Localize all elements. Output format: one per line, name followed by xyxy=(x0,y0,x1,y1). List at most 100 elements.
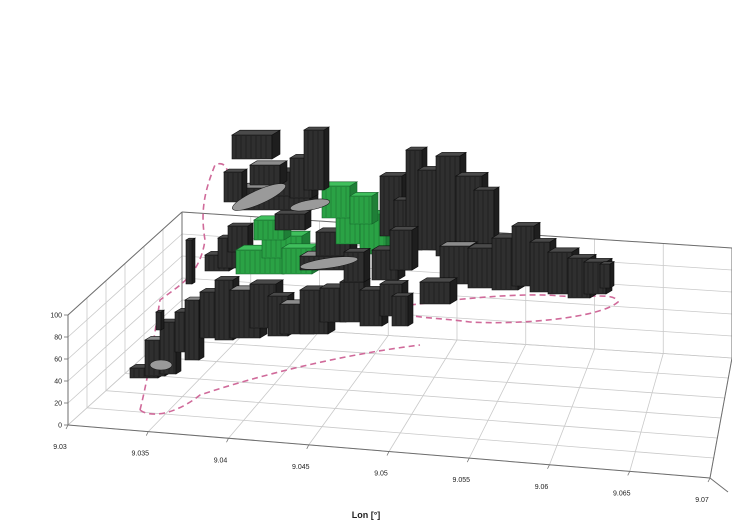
building-roof xyxy=(404,146,429,151)
building-roof xyxy=(378,280,410,285)
building-front-face xyxy=(274,213,306,231)
z-tick-label: 40 xyxy=(54,379,62,386)
building-side-face xyxy=(407,292,414,327)
x-tick xyxy=(707,477,711,483)
building-front-face xyxy=(419,281,451,305)
axis-labels: Lon [°] 0 20 40 60 80 100 9.03 9.035 9.04 9.045 9.… xyxy=(50,313,711,520)
building xyxy=(184,237,197,285)
axis-edge xyxy=(709,477,729,493)
x-tick xyxy=(226,438,229,443)
x-tick-label: 9.065 xyxy=(613,490,631,497)
floor-grid-line xyxy=(86,407,714,459)
building-front-face xyxy=(155,311,162,331)
x-tick-label: 9.07 xyxy=(695,497,709,504)
building-roof xyxy=(154,309,166,313)
axis-edge xyxy=(709,357,732,479)
x-tick-label: 9.04 xyxy=(214,457,228,464)
building-roof xyxy=(528,238,558,243)
x-tick xyxy=(145,431,149,436)
roof-plate xyxy=(299,256,359,270)
roof-plate xyxy=(232,183,286,211)
axes-grid xyxy=(67,211,732,493)
building-front-face xyxy=(349,195,373,225)
building xyxy=(302,126,331,191)
building-side-face xyxy=(449,277,458,305)
x-tick-label: 9.045 xyxy=(292,464,310,471)
building-roof xyxy=(248,279,285,285)
building xyxy=(273,209,313,231)
building-roof xyxy=(302,126,331,131)
x-tick xyxy=(386,451,390,456)
building-roof xyxy=(566,254,598,259)
highlighted-building xyxy=(348,191,380,225)
building-front-face xyxy=(529,241,551,293)
building-front-face xyxy=(389,229,413,271)
building-front-face xyxy=(185,239,193,285)
x-tick xyxy=(627,471,631,476)
buildings xyxy=(128,126,616,379)
building-front-face xyxy=(391,295,409,327)
building-roof xyxy=(184,237,197,241)
building-roof xyxy=(418,277,459,283)
building-roof xyxy=(248,160,289,166)
floor-grid-line xyxy=(105,390,718,439)
building-front-face xyxy=(249,164,281,186)
x-tick-label: 9.055 xyxy=(452,477,470,484)
x-tick-label: 9.05 xyxy=(374,471,388,478)
building-roof xyxy=(472,186,501,191)
building-front-face xyxy=(599,263,611,289)
floor-grid-line xyxy=(162,338,729,379)
x-tick-label: 9.03 xyxy=(53,444,67,451)
building-roof xyxy=(280,243,321,249)
building-side-face xyxy=(363,247,371,283)
building xyxy=(418,277,459,305)
building-side-face xyxy=(371,191,379,225)
building-roof xyxy=(222,168,249,173)
building xyxy=(230,129,282,160)
building-roof xyxy=(273,210,313,215)
building-roof xyxy=(546,247,581,253)
floor-grid-line xyxy=(143,355,725,399)
building-roof xyxy=(348,192,380,197)
building-roof xyxy=(226,222,255,227)
building xyxy=(598,261,616,289)
building-roof xyxy=(266,292,296,297)
building xyxy=(154,309,166,331)
roof-plate xyxy=(289,198,331,212)
z-tick-label: 0 xyxy=(58,423,62,430)
building-roof xyxy=(342,248,372,253)
building-roof xyxy=(510,222,542,227)
z-tick-label: 80 xyxy=(54,335,62,342)
building xyxy=(248,160,289,186)
building-roof xyxy=(230,129,282,136)
building xyxy=(390,292,415,327)
x-axis-label: Lon [°] xyxy=(352,510,381,520)
roof-plate xyxy=(149,359,173,371)
building-side-face xyxy=(323,126,330,191)
z-tick-label: 20 xyxy=(54,401,62,408)
building-roof xyxy=(454,172,490,177)
building-roof xyxy=(434,152,468,157)
building xyxy=(388,225,420,271)
building-roof xyxy=(598,261,616,265)
building-roof xyxy=(582,258,614,263)
building-roof xyxy=(388,226,420,231)
x-tick-label: 9.035 xyxy=(131,451,149,458)
building-front-face xyxy=(359,289,383,327)
building-roof xyxy=(213,276,241,281)
building-front-face xyxy=(303,129,325,191)
building-roof xyxy=(390,292,415,297)
x-tick xyxy=(306,444,310,450)
building-front-face xyxy=(184,299,200,361)
x-tick xyxy=(466,457,470,463)
building-side-face xyxy=(411,225,419,271)
x-tick xyxy=(65,424,69,430)
building-side-face xyxy=(191,237,196,285)
z-tick-label: 60 xyxy=(54,357,62,364)
building xyxy=(226,222,255,253)
axis-edge xyxy=(67,211,183,316)
building-roof xyxy=(438,241,479,247)
building-side-face xyxy=(609,261,615,289)
x-tick xyxy=(547,464,550,469)
